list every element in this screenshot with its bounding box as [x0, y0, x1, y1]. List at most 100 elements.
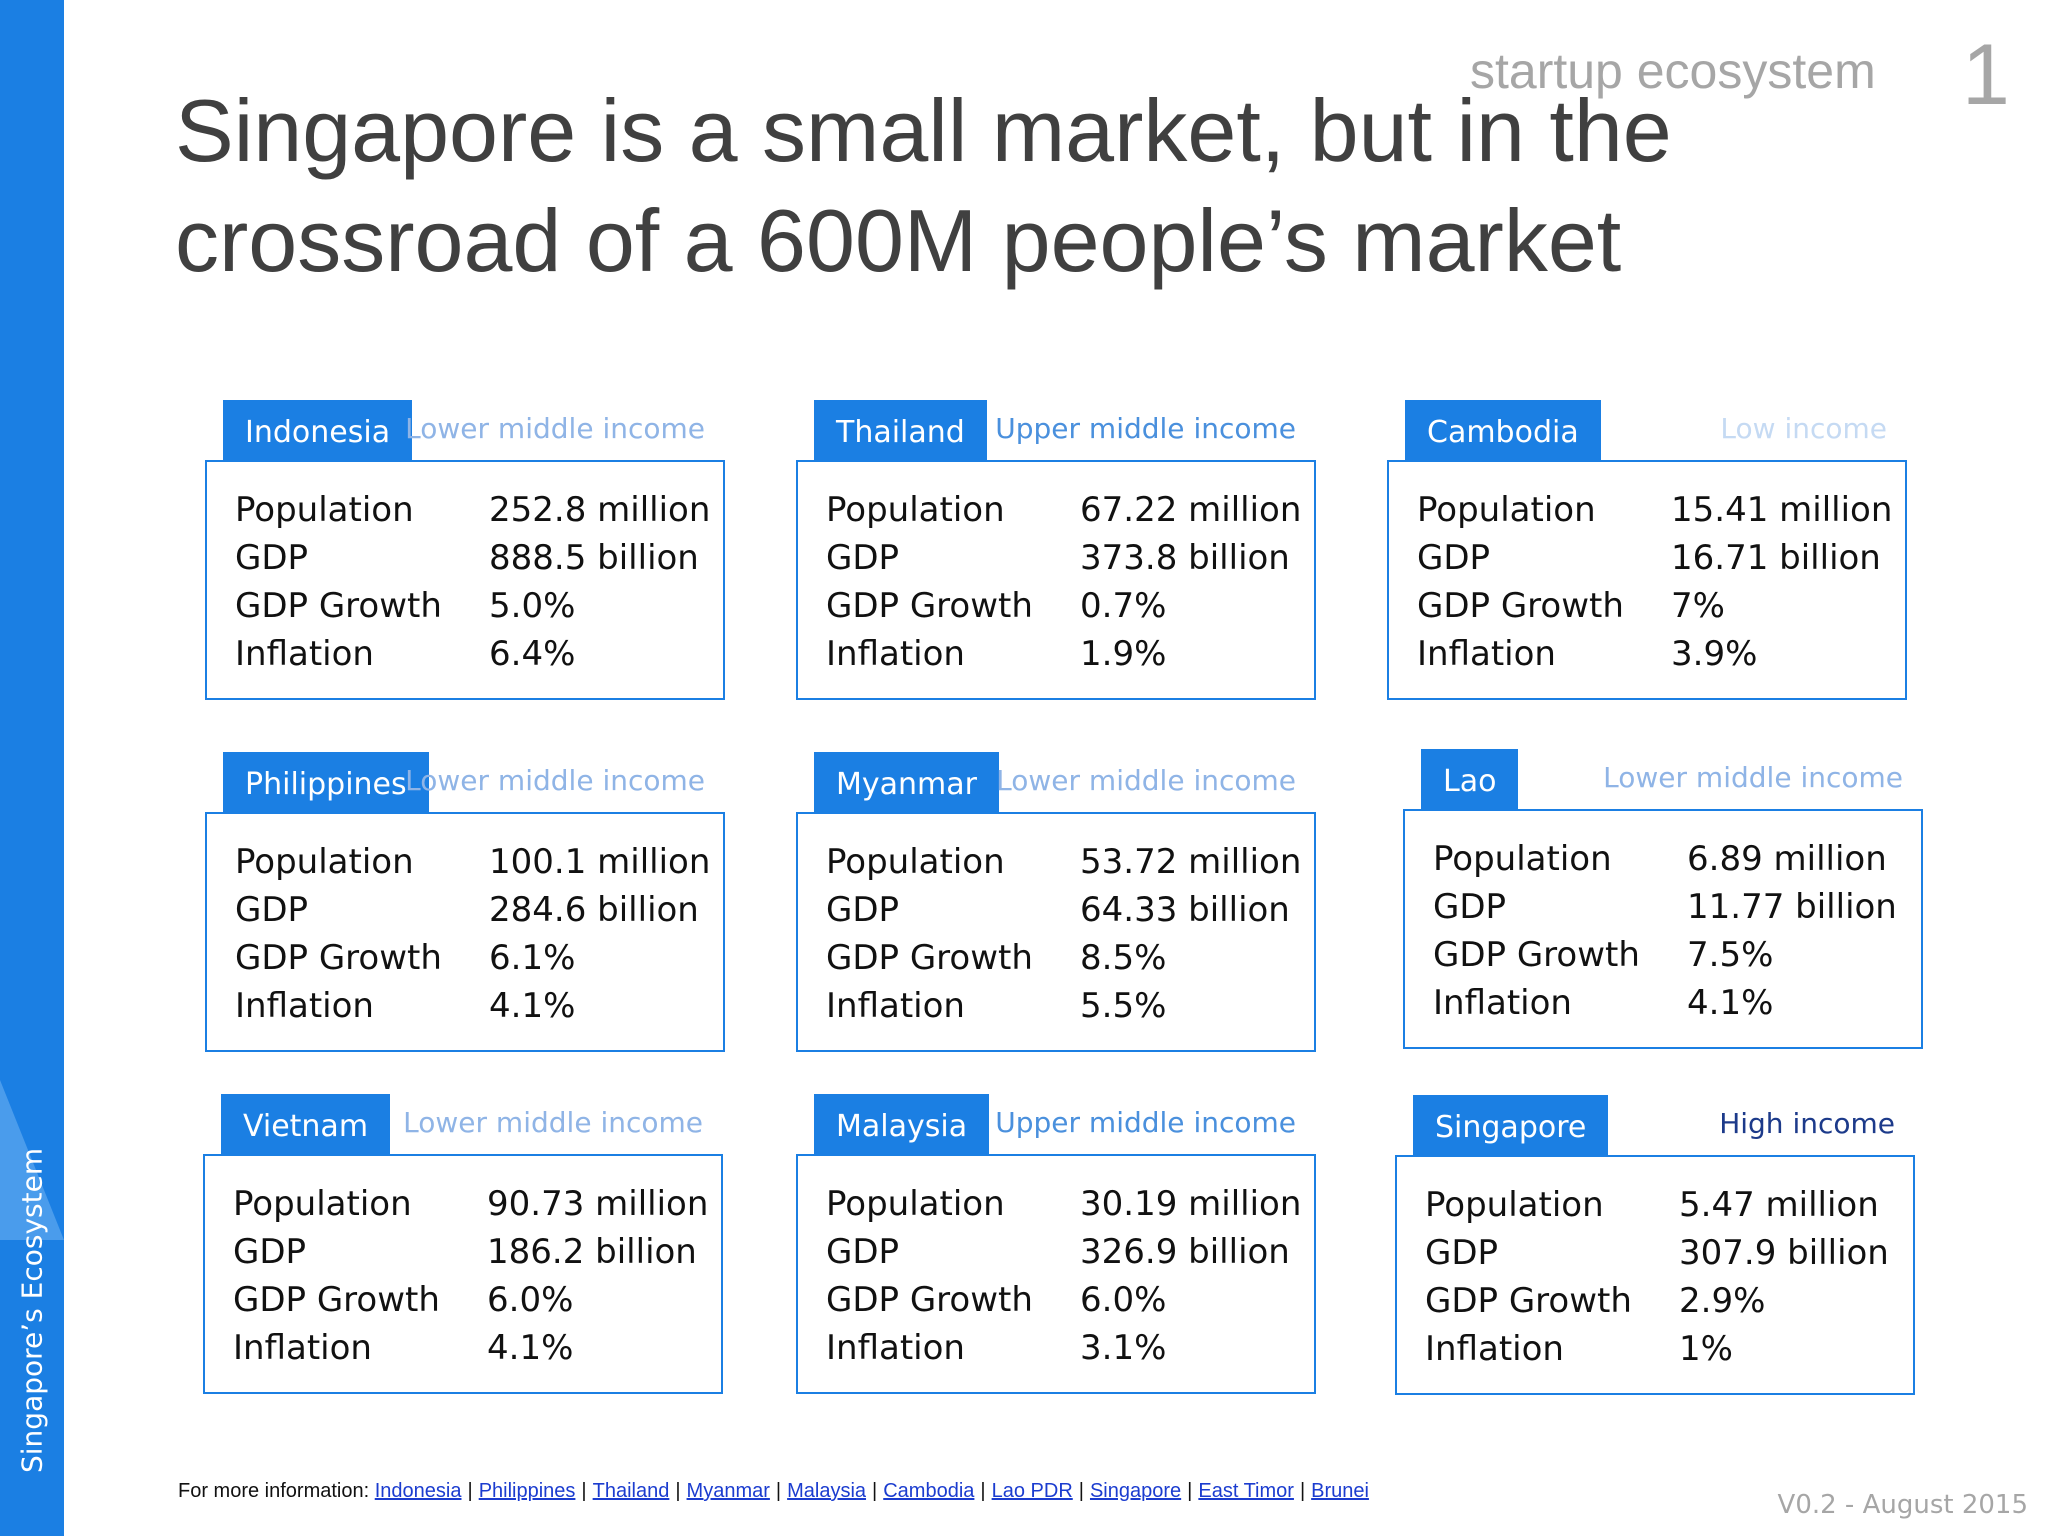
stat-value: 6.89 million: [1687, 839, 1887, 879]
country-tab: Myanmar: [814, 752, 999, 812]
stat-value: 326.9 billion: [1080, 1232, 1290, 1272]
footer-link-thailand[interactable]: Thailand: [592, 1480, 670, 1502]
stat-row: Inflation 3.1%: [826, 1328, 1296, 1376]
stat-label: GDP Growth: [235, 586, 442, 626]
stat-row: GDP Growth 6.0%: [826, 1280, 1296, 1328]
stats-box: Population 15.41 million GDP 16.71 billion G…: [1387, 460, 1907, 700]
link-separator: |: [467, 1480, 473, 1502]
slide-title: Singapore is a small market, but in the …: [175, 76, 1775, 296]
stat-label: GDP Growth: [826, 1280, 1033, 1320]
income-level: Upper middle income: [995, 412, 1296, 445]
stat-value: 6.0%: [487, 1280, 574, 1320]
stat-label: GDP: [1417, 538, 1491, 578]
stat-label: GDP: [235, 538, 309, 578]
stat-label: GDP Growth: [233, 1280, 440, 1320]
stat-label: GDP: [826, 538, 900, 578]
footer-link-indonesia[interactable]: Indonesia: [374, 1480, 462, 1502]
stat-label: Inflation: [826, 1328, 965, 1368]
country-tab: Cambodia: [1405, 400, 1601, 460]
income-level: Lower middle income: [403, 1106, 703, 1139]
stat-label: Inflation: [235, 986, 374, 1026]
sidebar-label: Singapore’s Ecosystem: [15, 1147, 49, 1473]
stat-row: GDP 326.9 billion: [826, 1232, 1296, 1280]
footer-link-lao-pdr[interactable]: Lao PDR: [991, 1480, 1073, 1502]
section-topic: startup ecosystem: [1470, 43, 1876, 99]
stats-box: Population 100.1 million GDP 284.6 billion G…: [205, 812, 725, 1052]
footer-link-malaysia[interactable]: Malaysia: [787, 1480, 867, 1502]
stats-box: Population 67.22 million GDP 373.8 billion G…: [796, 460, 1316, 700]
link-separator: |: [1299, 1480, 1306, 1502]
stat-row: GDP 888.5 billion: [235, 538, 705, 586]
stats-box: Population 30.19 million GDP 326.9 billion G…: [796, 1154, 1316, 1394]
sidebar: Singapore’s Ecosystem: [0, 0, 64, 1536]
stat-value: 7.5%: [1687, 935, 1774, 975]
stat-value: 3.1%: [1080, 1328, 1167, 1368]
country-tab: Philippines: [223, 752, 429, 812]
title-line-2: crossroad of a 600M people’s market: [175, 191, 1622, 290]
stat-value: 4.1%: [489, 986, 576, 1026]
footer-links: For more information: Indonesia | Philippi…: [178, 1480, 1369, 1503]
footer-link-myanmar[interactable]: Myanmar: [686, 1480, 770, 1502]
stat-value: 186.2 billion: [487, 1232, 697, 1272]
country-tab: Vietnam: [221, 1094, 391, 1154]
stat-value: 373.8 billion: [1080, 538, 1290, 578]
stat-row: GDP Growth 0.7%: [826, 586, 1296, 634]
link-separator: |: [581, 1480, 587, 1502]
country-card-indonesia: Indonesia Lower middle income Population 25…: [205, 400, 725, 700]
stat-label: Inflation: [1433, 983, 1572, 1023]
stat-row: Inflation 4.1%: [233, 1328, 703, 1376]
footer-link-singapore[interactable]: Singapore: [1089, 1480, 1182, 1502]
stat-label: GDP: [233, 1232, 307, 1272]
income-level: Upper middle income: [995, 1106, 1296, 1139]
stat-value: 90.73 million: [487, 1184, 709, 1224]
stat-value: 16.71 billion: [1671, 538, 1881, 578]
stat-value: 2.9%: [1679, 1281, 1766, 1321]
stat-row: Population 6.89 million: [1433, 839, 1903, 887]
stat-row: GDP Growth 8.5%: [826, 938, 1296, 986]
income-level: High income: [1719, 1107, 1895, 1140]
stat-label: Population: [826, 842, 1005, 882]
link-separator: |: [1187, 1480, 1193, 1502]
stat-row: GDP Growth 7.5%: [1433, 935, 1903, 983]
stat-value: 4.1%: [487, 1328, 574, 1368]
footer-link-philippines[interactable]: Philippines: [478, 1480, 576, 1502]
stat-value: 252.8 million: [489, 490, 711, 530]
stat-row: GDP 307.9 billion: [1425, 1233, 1895, 1281]
footer-link-east-timor[interactable]: East Timor: [1198, 1480, 1294, 1502]
income-level: Lower middle income: [405, 764, 705, 797]
stat-label: Population: [233, 1184, 412, 1224]
stat-value: 6.4%: [489, 634, 576, 674]
stat-label: Population: [826, 1184, 1005, 1224]
stat-label: GDP: [826, 890, 900, 930]
stat-label: GDP Growth: [1425, 1281, 1632, 1321]
stat-value: 53.72 million: [1080, 842, 1302, 882]
income-level: Low income: [1720, 412, 1887, 445]
country-card-singapore: Singapore High income Population 5.47 milli…: [1395, 1095, 1915, 1395]
stat-row: Inflation 1.9%: [826, 634, 1296, 682]
stat-value: 15.41 million: [1671, 490, 1893, 530]
stat-label: GDP Growth: [1433, 935, 1640, 975]
country-card-cambodia: Cambodia Low income Population 15.41 millio…: [1387, 400, 1907, 700]
page-number: 1: [1962, 27, 2010, 123]
stat-label: GDP: [826, 1232, 900, 1272]
stat-row: GDP 186.2 billion: [233, 1232, 703, 1280]
stats-box: Population 5.47 million GDP 307.9 billion GD…: [1395, 1155, 1915, 1395]
stats-box: Population 252.8 million GDP 888.5 billion G…: [205, 460, 725, 700]
link-separator: |: [872, 1480, 878, 1502]
link-separator: |: [980, 1480, 986, 1502]
stat-value: 11.77 billion: [1687, 887, 1897, 927]
stat-row: Population 100.1 million: [235, 842, 710, 890]
stat-value: 284.6 billion: [489, 890, 699, 930]
stat-label: Inflation: [233, 1328, 372, 1368]
stat-value: 67.22 million: [1080, 490, 1302, 530]
footer-link-brunei[interactable]: Brunei: [1311, 1480, 1369, 1502]
income-level: Lower middle income: [1603, 761, 1903, 794]
country-tab: Singapore: [1413, 1095, 1609, 1155]
footer-link-cambodia[interactable]: Cambodia: [883, 1480, 975, 1502]
income-level: Lower middle income: [405, 412, 705, 445]
stat-row: Inflation 6.4%: [235, 634, 705, 682]
stat-row: Inflation 4.1%: [1433, 983, 1903, 1031]
footer-prefix: For more information:: [178, 1480, 375, 1502]
stat-row: Population 30.19 million: [826, 1184, 1301, 1232]
stat-label: Inflation: [826, 634, 965, 674]
